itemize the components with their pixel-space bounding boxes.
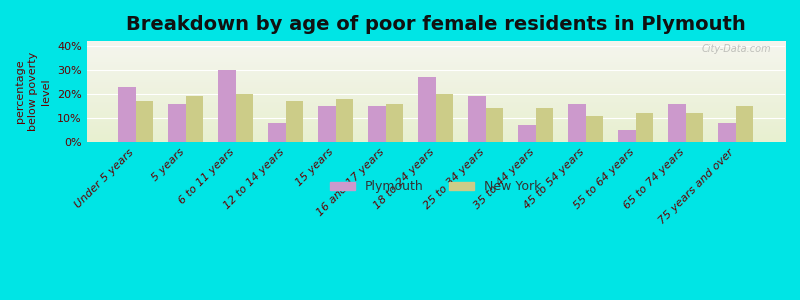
- Bar: [418, 77, 436, 142]
- Bar: [686, 113, 703, 142]
- Bar: [536, 108, 554, 142]
- Bar: [386, 103, 403, 142]
- Bar: [468, 96, 486, 142]
- Bar: [436, 94, 454, 142]
- Y-axis label: percentage
below poverty
level: percentage below poverty level: [15, 52, 51, 131]
- Bar: [668, 103, 686, 142]
- Text: City-Data.com: City-Data.com: [702, 44, 771, 54]
- Bar: [186, 96, 203, 142]
- Bar: [168, 103, 186, 142]
- Legend: Plymouth, New York: Plymouth, New York: [326, 175, 546, 198]
- Bar: [736, 106, 754, 142]
- Bar: [618, 130, 636, 142]
- Bar: [718, 123, 736, 142]
- Bar: [636, 113, 654, 142]
- Bar: [286, 101, 303, 142]
- Bar: [518, 125, 536, 142]
- Bar: [336, 99, 354, 142]
- Bar: [118, 87, 136, 142]
- Bar: [218, 70, 236, 142]
- Bar: [136, 101, 154, 142]
- Bar: [486, 108, 503, 142]
- Bar: [368, 106, 386, 142]
- Bar: [236, 94, 254, 142]
- Title: Breakdown by age of poor female residents in Plymouth: Breakdown by age of poor female resident…: [126, 15, 746, 34]
- Bar: [268, 123, 286, 142]
- Bar: [586, 116, 603, 142]
- Bar: [318, 106, 336, 142]
- Bar: [568, 103, 586, 142]
